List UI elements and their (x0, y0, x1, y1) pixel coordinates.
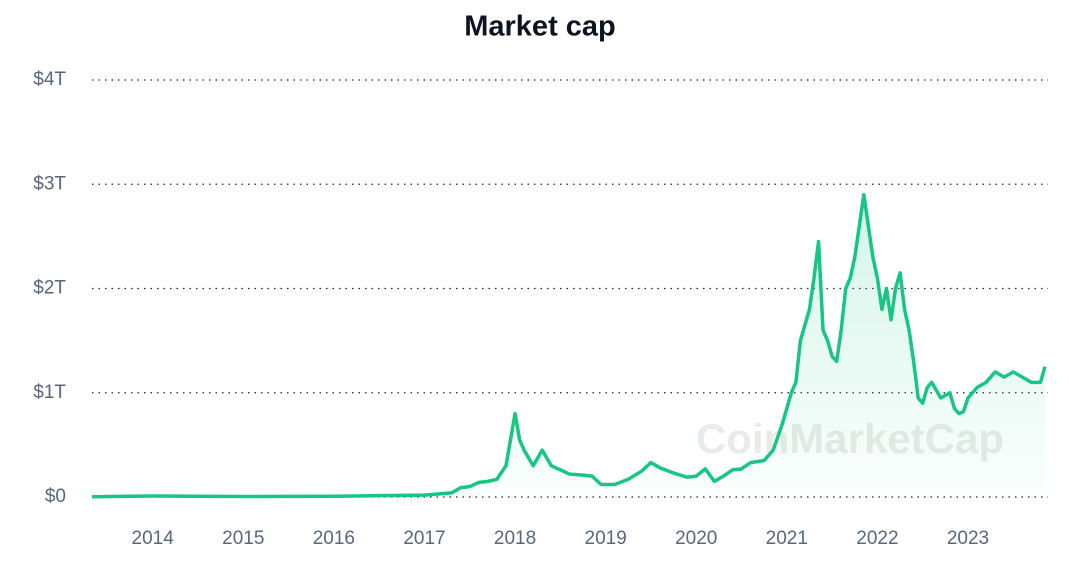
chart-title: Market cap (464, 11, 616, 43)
y-tick-label: $2T (33, 278, 66, 299)
area (92, 194, 1045, 498)
x-tick-label: 2016 (313, 528, 355, 549)
x-tick-label: 2020 (675, 528, 717, 549)
y-tick-label: $1T (33, 382, 66, 403)
x-tick-label: 2015 (222, 528, 264, 549)
x-tick-label: 2017 (403, 528, 445, 549)
x-tick-label: 2023 (947, 528, 989, 549)
y-tick-label: $0 (45, 486, 66, 507)
y-tick-label: $3T (33, 173, 66, 194)
line (91, 192, 1047, 499)
x-tick-label: 2019 (585, 528, 627, 549)
y-tick-label: $4T (33, 69, 66, 90)
x-tick-label: 2022 (856, 528, 898, 549)
x-tick-label: 2021 (766, 528, 808, 549)
x-tick-label: 2014 (132, 528, 175, 549)
x-tick-label: 2018 (494, 528, 536, 549)
